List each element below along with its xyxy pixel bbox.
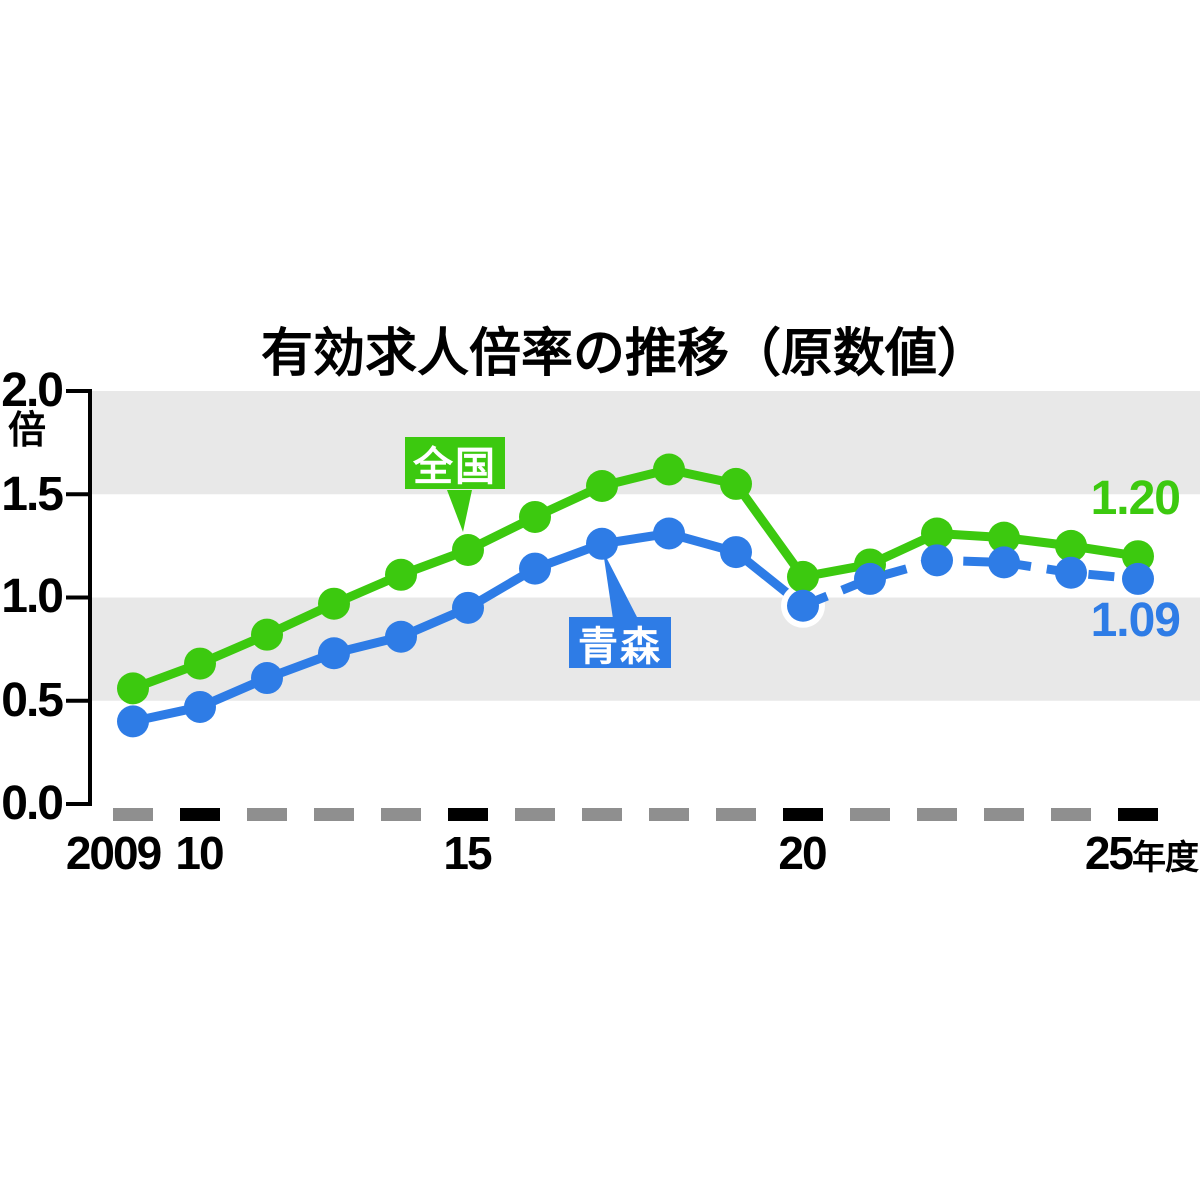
aomori-data-point: [184, 690, 216, 723]
national-data-point: [184, 647, 216, 680]
chart-title: 有効求人倍率の推移（原数値）: [260, 325, 989, 383]
end-value-national: 1.20: [1090, 472, 1181, 525]
aomori-data-point: [988, 546, 1020, 579]
national-data-point: [452, 534, 484, 567]
y-axis-unit-label: 倍: [8, 410, 47, 452]
national-data-point: [1122, 540, 1154, 573]
y-axis-tick-label-2.0: 2.0: [1, 364, 64, 417]
national-data-point: [117, 672, 149, 705]
aomori-data-point: [787, 589, 819, 622]
callout-pointer-aomori: [603, 551, 638, 619]
national-data-point: [519, 500, 551, 533]
end-value-aomori: 1.09: [1090, 594, 1181, 647]
x-axis-dash: [1051, 808, 1091, 821]
x-axis-dash: [850, 808, 890, 821]
national-line: [128, 464, 1143, 693]
national-data-point: [586, 469, 618, 502]
series-callout-aomori: 青森: [569, 617, 671, 669]
y-axis-tick-label-0.5: 0.5: [1, 674, 64, 727]
x-axis-tick-label-2009: 2009: [65, 827, 162, 879]
series-callout-national: 全国: [405, 437, 505, 489]
x-axis-dash: [314, 808, 354, 821]
y-axis-tick-label-1.0: 1.0: [1, 570, 64, 623]
x-axis-dash: [515, 808, 555, 821]
x-axis-dash: [917, 808, 957, 821]
x-axis-tick-25: 25: [1084, 827, 1134, 879]
x-axis-tick-label-20: 20: [778, 827, 827, 879]
x-axis-dash: [783, 808, 823, 821]
x-axis-dash: [113, 808, 153, 821]
aomori-data-point: [653, 517, 685, 550]
x-axis-dash: [984, 808, 1024, 821]
x-axis-dash: [1118, 808, 1158, 821]
series-label-aomori: 青森: [578, 624, 662, 669]
x-axis-dash: [649, 808, 689, 821]
x-axis-tick-label-15: 15: [443, 827, 492, 879]
x-axis-dash: [180, 808, 220, 821]
national-data-point: [988, 521, 1020, 554]
x-axis-dash: [247, 808, 287, 821]
aomori-data-point: [720, 536, 752, 569]
national-data-point: [251, 618, 283, 651]
callout-pointer-national: [447, 490, 472, 532]
aomori-data-point: [117, 705, 149, 738]
x-axis-dash: [716, 808, 756, 821]
aomori-data-point: [854, 562, 886, 595]
aomori-data-point: [1055, 556, 1087, 589]
series-label-national: 全国: [413, 445, 497, 489]
aomori-data-point: [251, 662, 283, 695]
aomori-data-point: [385, 620, 417, 653]
x-axis-dash: [448, 808, 488, 821]
x-axis-tick-label-25-fiscal-year: 25年度: [1020, 827, 1199, 879]
national-data-point: [385, 558, 417, 591]
y-axis-tick-label-1.5: 1.5: [1, 468, 64, 521]
aomori-data-point: [921, 544, 953, 577]
aomori-data-point: [586, 527, 618, 560]
x-axis-dash: [582, 808, 622, 821]
national-data-point: [787, 560, 819, 593]
x-axis-tick-label-10: 10: [175, 827, 224, 879]
fiscal-year-suffix: 年度: [1132, 839, 1199, 877]
national-data-point: [653, 453, 685, 486]
aomori-data-point: [1122, 562, 1154, 595]
national-data-point: [1055, 529, 1087, 562]
x-axis-dash: [381, 808, 421, 821]
aomori-data-point: [318, 637, 350, 670]
aomori-data-point: [452, 591, 484, 624]
aomori-data-point: [519, 552, 551, 585]
y-axis-tick-label-0.0: 0.0: [1, 777, 64, 830]
national-data-point: [318, 587, 350, 620]
national-data-point: [720, 467, 752, 500]
national-data-point: [921, 517, 953, 550]
